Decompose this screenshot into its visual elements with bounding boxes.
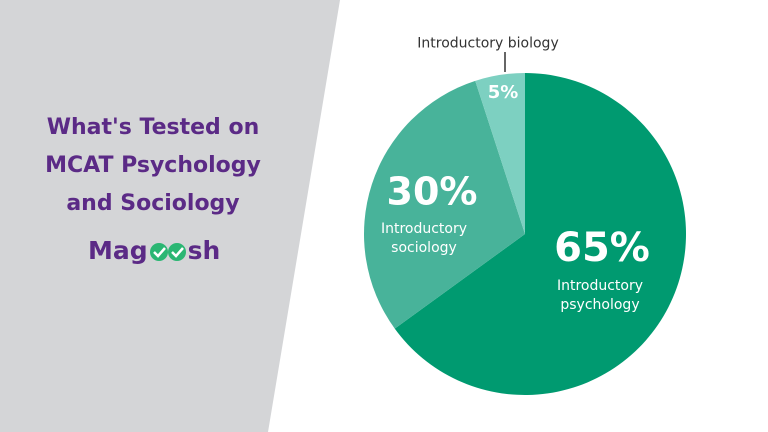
pie-slice <box>475 73 525 234</box>
side-panel <box>0 0 340 432</box>
logo-text: sh <box>187 236 221 265</box>
category-label: Introductory psychology <box>556 278 644 313</box>
category-label: Introductory sociology <box>380 221 468 256</box>
category-label: Introductory biology <box>417 35 559 52</box>
title: What's Tested on MCAT Psychology and Soc… <box>45 115 261 216</box>
value-label: 65% <box>554 225 650 271</box>
logo: Mag sh <box>88 236 220 265</box>
value-label: 30% <box>386 169 478 214</box>
value-label: 5% <box>487 81 519 103</box>
pie <box>364 73 686 395</box>
logo-text: Mag <box>88 236 148 265</box>
pie-slice <box>364 80 525 329</box>
logo-icon <box>149 242 186 261</box>
pie-slice <box>394 73 686 395</box>
